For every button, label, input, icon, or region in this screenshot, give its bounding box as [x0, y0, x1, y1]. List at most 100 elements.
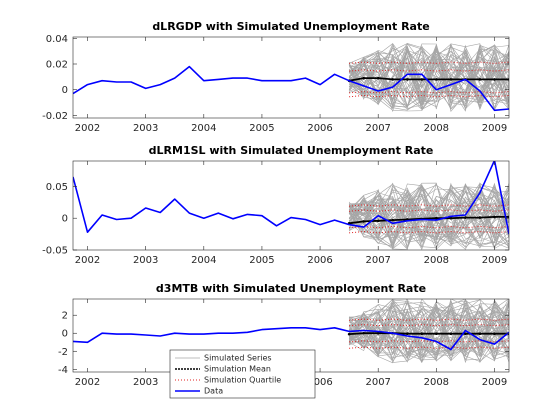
x-tick-label: 2003 — [133, 123, 158, 134]
data-series-line — [73, 326, 509, 351]
x-tick-label: 2008 — [424, 123, 449, 134]
x-tick-label: 2008 — [424, 377, 449, 388]
simulation-mean-point — [478, 216, 482, 219]
y-tick-label: 0.02 — [46, 60, 68, 71]
y-tick-label: -2 — [58, 347, 68, 358]
simulated-series-line — [348, 47, 509, 110]
simulation-mean-point — [391, 218, 395, 222]
simulation-mean-point — [391, 78, 395, 81]
simulated-series-line — [349, 184, 509, 249]
simulated-series-line — [348, 187, 509, 240]
subplot-2: dLRM1SL with Simulated Unemployment Rate… — [42, 144, 510, 266]
legend-label-simulation-quartile: Simulation Quartile — [204, 376, 281, 385]
simulated-series-line — [348, 52, 509, 108]
simulated-series-line — [348, 299, 509, 364]
y-tick-label: 2 — [62, 311, 68, 322]
simulation-mean-point — [435, 78, 438, 81]
simulated-series-line — [348, 186, 509, 241]
x-tick-label: 2008 — [424, 255, 449, 266]
x-tick-label: 2006 — [307, 377, 332, 388]
simulated-series-line — [348, 300, 509, 357]
simulated-series-line — [348, 196, 509, 237]
x-tick-label: 2005 — [249, 255, 274, 266]
simulated-series-line — [349, 314, 509, 357]
simulated-series-line — [348, 46, 509, 110]
y-tick-label: 0 — [62, 214, 68, 225]
axes-frame — [72, 160, 510, 251]
y-tick-label: -0.02 — [42, 111, 68, 122]
simulated-series-line — [349, 183, 509, 248]
simulated-series-line — [348, 46, 509, 104]
x-tick-label: 2003 — [133, 255, 158, 266]
simulation-mean-line — [348, 77, 509, 82]
subplot-2-title: dLRM1SL with Simulated Unemployment Rate — [149, 144, 434, 157]
simulation-mean-point — [435, 216, 438, 220]
simulated-series-line — [348, 44, 509, 111]
simulated-series-line — [348, 191, 509, 245]
plot-marks — [73, 161, 509, 250]
simulation-mean-point — [435, 332, 438, 335]
legend-label-simulated-series: Simulated Series — [204, 354, 272, 363]
y-tick-label: 0 — [62, 329, 68, 340]
x-tick-label: 2002 — [75, 123, 100, 134]
simulated-series-line — [348, 184, 509, 245]
simulated-series-line — [348, 185, 509, 240]
simulation-mean-point — [493, 332, 496, 335]
simulation-mean-point — [478, 332, 482, 335]
simulation-mean-point — [405, 332, 409, 335]
legend-label-data: Data — [204, 387, 223, 396]
simulation-mean-point — [405, 78, 409, 81]
simulated-series-line — [348, 196, 509, 249]
simulation-mean-point — [420, 78, 424, 81]
plot-marks — [73, 42, 509, 113]
data-series-line — [73, 161, 509, 235]
simulation-mean-point — [507, 78, 509, 81]
simulation-mean-line — [348, 215, 509, 225]
simulated-series-line — [348, 308, 509, 358]
x-tick-label: 2006 — [307, 255, 332, 266]
simulated-series-group — [348, 299, 509, 364]
simulation-mean-point — [493, 215, 496, 219]
simulated-series-line — [349, 186, 509, 228]
simulation-mean-point — [449, 216, 453, 220]
subplot-1: dLRGDP with Simulated Unemployment Rate 2… — [42, 20, 510, 134]
x-tick-label: 2007 — [365, 255, 390, 266]
legend-label-simulation-mean: Simulation Mean — [204, 365, 271, 374]
x-tick-label: 2004 — [191, 123, 216, 134]
simulated-series-line — [348, 201, 509, 250]
simulated-series-line — [348, 45, 509, 111]
simulated-series-line — [348, 45, 509, 108]
x-tick-label: 2004 — [191, 255, 216, 266]
simulation-mean-point — [449, 78, 453, 81]
y-tick-label: 0 — [62, 85, 68, 96]
data-series-line — [73, 65, 509, 112]
simulation-mean-point — [347, 332, 351, 336]
subplot-3-title: d3MTB with Simulated Unemployment Rate — [156, 282, 426, 295]
simulation-mean-line — [349, 332, 509, 335]
simulated-series-line — [348, 185, 509, 250]
x-tick-label: 2002 — [75, 255, 100, 266]
simulation-mean-point — [376, 331, 380, 335]
axes-frame — [72, 36, 510, 119]
y-tick-label: -0.05 — [42, 246, 68, 257]
simulation-mean-point — [420, 332, 424, 335]
simulation-mean-point — [478, 78, 482, 81]
simulation-mean-point — [449, 332, 453, 335]
simulated-series-line — [348, 306, 509, 359]
simulated-series-line — [348, 302, 509, 354]
x-tick-label: 2007 — [365, 123, 390, 134]
simulated-series-line — [348, 50, 509, 108]
simulation-mean-point — [464, 216, 467, 219]
simulation-mean-point — [507, 215, 509, 219]
simulated-series-line — [349, 299, 509, 360]
simulated-series-line — [348, 44, 509, 109]
simulated-series-line — [348, 300, 509, 356]
x-tick-label: 2005 — [249, 123, 274, 134]
simulated-series-line — [348, 299, 509, 358]
y-tick-label: -4 — [58, 365, 68, 376]
simulation-mean-point — [376, 76, 380, 80]
simulated-series-line — [348, 49, 509, 106]
x-tick-label: 2002 — [75, 377, 100, 388]
simulated-series-line — [348, 56, 509, 110]
